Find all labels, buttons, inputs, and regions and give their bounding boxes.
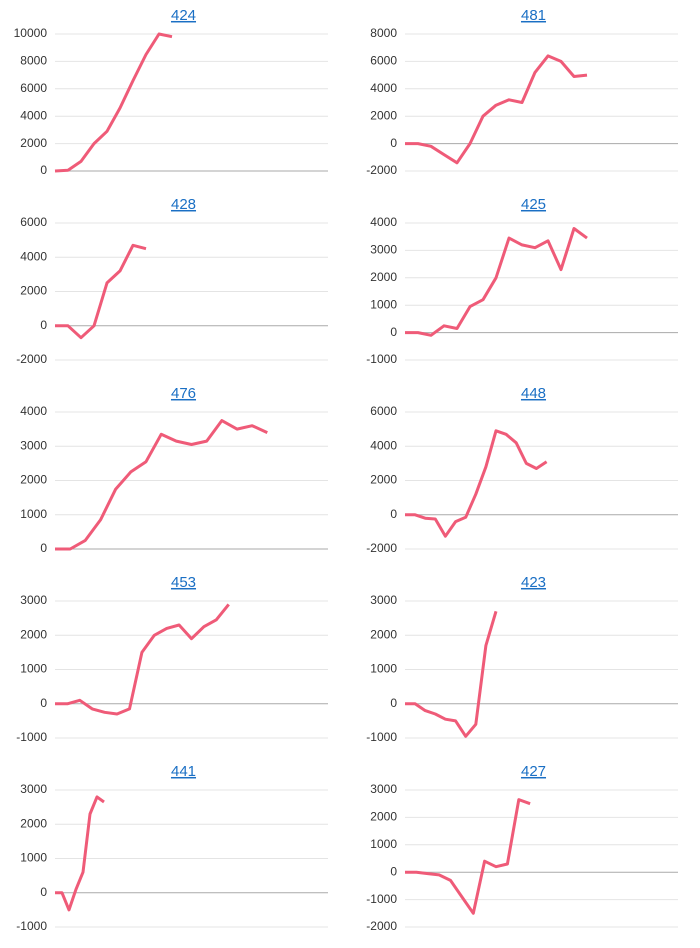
y-tick-label: 2000 xyxy=(20,284,47,298)
y-tick-label: 1000 xyxy=(20,662,47,676)
data-line xyxy=(55,243,147,340)
y-tick-label: 6000 xyxy=(370,54,397,68)
y-tick-label: 0 xyxy=(390,696,397,710)
y-tick-label: 1000 xyxy=(20,851,47,865)
y-tick-label: 2000 xyxy=(370,473,397,487)
y-tick-label: 2000 xyxy=(20,136,47,150)
chart-title-link[interactable]: 424 xyxy=(171,7,196,24)
data-line xyxy=(405,429,548,538)
y-tick-label: 4000 xyxy=(20,108,47,122)
data-line xyxy=(55,419,268,551)
y-tick-label: 1000 xyxy=(370,297,397,311)
y-tick-label: 8000 xyxy=(370,26,397,40)
y-tick-label: 2000 xyxy=(20,473,47,487)
y-tick-label: 1000 xyxy=(370,662,397,676)
data-line xyxy=(54,32,173,173)
y-tick-label: -1000 xyxy=(366,352,397,366)
y-tick-label: 3000 xyxy=(370,243,397,257)
data-line xyxy=(405,610,498,738)
y-tick-label: 0 xyxy=(40,696,47,710)
y-tick-label: 4000 xyxy=(370,81,397,95)
y-tick-label: 4000 xyxy=(20,404,47,418)
y-tick-label: -1000 xyxy=(16,730,47,744)
chart-title-link[interactable]: 427 xyxy=(521,763,546,780)
y-tick-label: 3000 xyxy=(20,782,47,796)
y-tick-label: 8000 xyxy=(20,54,47,68)
y-tick-label: 4000 xyxy=(370,215,397,229)
chart-title-link[interactable]: 481 xyxy=(521,7,546,24)
y-tick-label: 0 xyxy=(40,885,47,899)
y-tick-label: 2000 xyxy=(20,627,47,641)
chart-title-link[interactable]: 441 xyxy=(171,763,196,780)
y-tick-label: 10000 xyxy=(14,26,48,40)
data-line xyxy=(55,795,105,912)
data-line xyxy=(405,798,531,915)
y-tick-label: 0 xyxy=(390,325,397,339)
y-tick-label: 4000 xyxy=(20,249,47,263)
y-tick-label: 0 xyxy=(390,136,397,150)
y-tick-label: 4000 xyxy=(370,438,397,452)
y-tick-label: 2000 xyxy=(370,627,397,641)
y-tick-label: 1000 xyxy=(370,837,397,851)
y-tick-label: 2000 xyxy=(370,270,397,284)
y-tick-label: -1000 xyxy=(366,892,397,906)
data-line xyxy=(405,54,588,165)
y-tick-label: -2000 xyxy=(366,541,397,555)
chart-title-link[interactable]: 428 xyxy=(171,196,196,213)
y-tick-label: -1000 xyxy=(16,919,47,933)
chart-title-link[interactable]: 448 xyxy=(521,385,546,402)
data-line xyxy=(405,227,588,337)
y-tick-label: 6000 xyxy=(370,404,397,418)
y-tick-label: 0 xyxy=(390,864,397,878)
chart-title-link[interactable]: 423 xyxy=(521,574,546,591)
y-tick-label: 3000 xyxy=(20,593,47,607)
chart-title-link[interactable]: 476 xyxy=(171,385,196,402)
y-tick-label: 2000 xyxy=(20,816,47,830)
y-tick-label: -2000 xyxy=(16,352,47,366)
y-tick-label: -1000 xyxy=(366,730,397,744)
y-tick-label: 2000 xyxy=(370,810,397,824)
chart-title-link[interactable]: 453 xyxy=(171,574,196,591)
y-tick-label: 3000 xyxy=(20,438,47,452)
y-tick-label: 3000 xyxy=(370,593,397,607)
chart-title-link[interactable]: 425 xyxy=(521,196,546,213)
y-tick-label: 6000 xyxy=(20,81,47,95)
y-tick-label: -2000 xyxy=(366,919,397,933)
y-tick-label: -2000 xyxy=(366,163,397,177)
y-tick-label: 0 xyxy=(40,318,47,332)
y-tick-label: 0 xyxy=(390,507,397,521)
y-tick-label: 0 xyxy=(40,163,47,177)
y-tick-label: 2000 xyxy=(370,108,397,122)
data-line xyxy=(55,603,230,716)
y-tick-label: 1000 xyxy=(20,507,47,521)
y-tick-label: 6000 xyxy=(20,215,47,229)
y-tick-label: 0 xyxy=(40,541,47,555)
y-tick-label: 3000 xyxy=(370,782,397,796)
